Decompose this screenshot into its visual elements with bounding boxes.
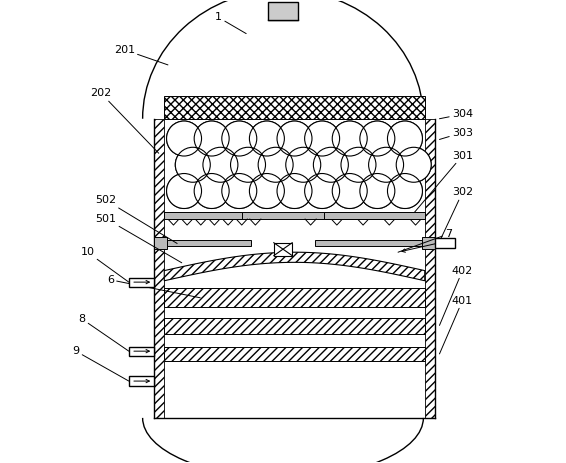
Bar: [164, 212, 424, 219]
Text: 201: 201: [114, 45, 168, 65]
Text: 502: 502: [95, 195, 177, 244]
Bar: [164, 119, 424, 211]
Circle shape: [277, 174, 312, 208]
Circle shape: [388, 121, 422, 156]
Text: 401: 401: [439, 295, 473, 354]
Circle shape: [222, 174, 257, 208]
Bar: [315, 240, 422, 246]
Bar: [324, 212, 424, 219]
Bar: [268, 2, 298, 20]
Bar: [164, 288, 424, 307]
Polygon shape: [164, 252, 424, 281]
Circle shape: [305, 174, 340, 208]
Circle shape: [250, 174, 284, 208]
Bar: [129, 277, 154, 287]
Circle shape: [277, 121, 312, 156]
Text: 6: 6: [107, 275, 200, 298]
Circle shape: [258, 147, 293, 182]
Bar: [424, 119, 435, 418]
Text: 202: 202: [91, 88, 158, 153]
Circle shape: [388, 174, 422, 208]
Circle shape: [360, 121, 395, 156]
Circle shape: [332, 174, 367, 208]
Circle shape: [175, 147, 211, 182]
Bar: [274, 243, 292, 256]
Circle shape: [230, 147, 265, 182]
Bar: [164, 347, 424, 361]
Text: 9: 9: [72, 346, 129, 381]
Circle shape: [250, 121, 284, 156]
Text: 301: 301: [412, 150, 473, 215]
Circle shape: [166, 174, 201, 208]
Text: 304: 304: [439, 109, 473, 119]
Circle shape: [332, 121, 367, 156]
Bar: [129, 347, 154, 356]
Bar: [164, 318, 424, 334]
Text: 302: 302: [439, 188, 473, 242]
Bar: [422, 238, 435, 249]
Circle shape: [305, 121, 340, 156]
Bar: [154, 119, 164, 418]
Circle shape: [341, 147, 376, 182]
Circle shape: [314, 147, 348, 182]
Text: 8: 8: [78, 314, 129, 351]
Circle shape: [286, 147, 321, 182]
Text: 10: 10: [80, 247, 129, 282]
Circle shape: [166, 121, 201, 156]
Text: 7: 7: [398, 229, 452, 252]
Circle shape: [194, 121, 229, 156]
Text: 1: 1: [215, 13, 246, 34]
Circle shape: [194, 174, 229, 208]
Text: 402: 402: [439, 266, 473, 325]
Circle shape: [396, 147, 431, 182]
Circle shape: [203, 147, 238, 182]
Bar: [154, 238, 167, 249]
Circle shape: [222, 121, 257, 156]
Bar: [164, 212, 242, 219]
Text: 501: 501: [95, 213, 182, 263]
Bar: [167, 240, 251, 246]
Bar: [129, 376, 154, 386]
Text: 303: 303: [439, 127, 473, 139]
Circle shape: [368, 147, 404, 182]
Circle shape: [360, 174, 395, 208]
Bar: [164, 96, 424, 119]
Bar: [435, 238, 455, 248]
